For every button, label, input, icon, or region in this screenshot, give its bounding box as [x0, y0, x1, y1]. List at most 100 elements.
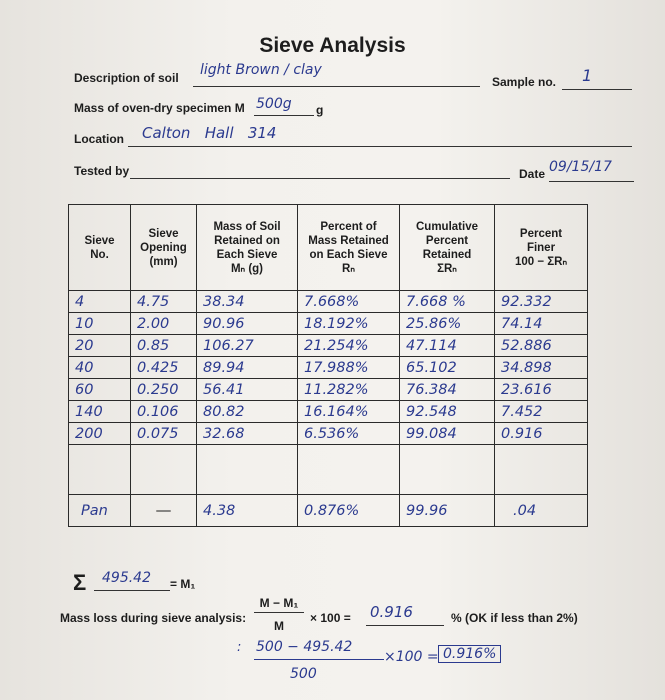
cell-opening: 0.425	[130, 356, 197, 379]
page-title: Sieve Analysis	[259, 34, 406, 57]
mass-label: Mass of oven-dry specimen M	[74, 101, 245, 115]
cell-mass: 38.34	[196, 290, 298, 313]
table-row: 200 0.075 32.68 6.536% 99.084 0.916	[68, 422, 588, 445]
cell-mass: 106.27	[196, 334, 298, 357]
description-label: Description of soil	[74, 71, 179, 85]
cell-mass: 89.94	[196, 356, 298, 379]
cell-opening: 0.250	[130, 378, 197, 401]
sample-label: Sample no.	[492, 75, 557, 89]
header-opening: Sieve Opening (mm)	[130, 204, 197, 291]
table-row: 10 2.00 90.96 18.192% 25.86% 74.14	[68, 312, 588, 335]
sum-line	[94, 590, 170, 591]
cell-percent: 16.164%	[297, 400, 400, 423]
cell-opening: 0.85	[130, 334, 197, 357]
header-mass: Mass of Soil Retained on Each Sieve Mₙ (g)	[196, 204, 298, 291]
loss-denominator: M	[274, 619, 284, 633]
location-value: Calton Hall 314	[142, 124, 277, 142]
cell-mass: 90.96	[196, 312, 298, 335]
mass-line	[254, 115, 314, 116]
cell-cumulative: 7.668 %	[399, 290, 495, 313]
cell-cumulative: 65.102	[399, 356, 495, 379]
cell-percent: 17.988%	[297, 356, 400, 379]
location-line	[128, 146, 632, 147]
sieve-table: Sieve No. Sieve Opening (mm) Mass of Soil Re…	[68, 204, 588, 527]
cell-finer: 52.886	[494, 334, 588, 357]
cell-no: 60	[68, 378, 131, 401]
calc-times: ×100 =	[384, 649, 439, 665]
calc-denominator: 500	[290, 666, 317, 682]
cell-no: 200	[68, 422, 131, 445]
pan-cumulative: 99.96	[399, 494, 495, 527]
cell-no: 4	[68, 290, 131, 313]
pan-opening: —	[130, 494, 197, 527]
cell-opening: 0.075	[130, 422, 197, 445]
table-blank-row	[68, 444, 588, 495]
cell-opening: 4.75	[130, 290, 197, 313]
header-finer: Percent Finer 100 − ΣRₙ	[494, 204, 588, 291]
sum-value: 495.42	[102, 570, 151, 586]
cell-percent: 7.668%	[297, 290, 400, 313]
sum-suffix: = M₁	[170, 577, 196, 591]
pan-label: Pan	[68, 494, 131, 527]
cell-mass: 80.82	[196, 400, 298, 423]
location-label: Location	[74, 132, 124, 146]
table-row: 140 0.106 80.82 16.164% 92.548 7.452	[68, 400, 588, 423]
cell-cumulative: 47.114	[399, 334, 495, 357]
calc-fraction-bar	[254, 659, 384, 660]
table-row: 20 0.85 106.27 21.254% 47.114 52.886	[68, 334, 588, 357]
sample-line	[562, 89, 632, 90]
loss-label: Mass loss during sieve analysis:	[60, 611, 247, 625]
cell-cumulative: 76.384	[399, 378, 495, 401]
cell-cumulative: 92.548	[399, 400, 495, 423]
table-row: 60 0.250 56.41 11.282% 76.384 23.616	[68, 378, 588, 401]
table-pan-row: Pan — 4.38 0.876% 99.96 .04	[68, 494, 588, 527]
date-label: Date	[519, 167, 546, 181]
cell-percent: 21.254%	[297, 334, 400, 357]
calc-result: 0.916%	[438, 645, 502, 663]
cell-finer: 0.916	[494, 422, 588, 445]
loss-times: × 100 =	[310, 611, 351, 625]
table-header-row: Sieve No. Sieve Opening (mm) Mass of Soil Re…	[68, 204, 588, 291]
description-line	[193, 86, 480, 87]
cell-cumulative: 99.084	[399, 422, 495, 445]
loss-suffix: % (OK if less than 2%)	[451, 611, 578, 625]
cell-finer: 34.898	[494, 356, 588, 379]
cell-percent: 18.192%	[297, 312, 400, 335]
mass-unit: g	[316, 103, 324, 117]
table-row: 40 0.425 89.94 17.988% 65.102 34.898	[68, 356, 588, 379]
sum-symbol: Σ	[73, 570, 87, 595]
cell-cumulative: 25.86%	[399, 312, 495, 335]
cell-finer: 74.14	[494, 312, 588, 335]
loss-line	[366, 625, 444, 626]
cell-no: 10	[68, 312, 131, 335]
loss-numerator: M − M₁	[259, 596, 299, 610]
calc-numerator: 500 − 495.42	[256, 639, 353, 655]
cell-finer: 92.332	[494, 290, 588, 313]
date-value: 09/15/17	[549, 159, 612, 175]
calc-colon: :	[237, 640, 242, 655]
mass-value: 500g	[256, 96, 292, 112]
cell-no: 20	[68, 334, 131, 357]
header-cumulative: Cumulative Percent Retained ΣRₙ	[399, 204, 495, 291]
cell-no: 40	[68, 356, 131, 379]
sample-value: 1	[582, 66, 593, 85]
cell-percent: 6.536%	[297, 422, 400, 445]
tested-by-line	[130, 178, 510, 179]
date-line	[549, 181, 634, 182]
cell-opening: 0.106	[130, 400, 197, 423]
cell-mass: 32.68	[196, 422, 298, 445]
description-value: light Brown / clay	[200, 62, 322, 78]
pan-mass: 4.38	[196, 494, 298, 527]
cell-no: 140	[68, 400, 131, 423]
header-percent: Percent of Mass Retained on Each Sieve Rₙ	[297, 204, 400, 291]
cell-mass: 56.41	[196, 378, 298, 401]
loss-value: 0.916	[370, 603, 413, 621]
loss-fraction-bar	[254, 612, 304, 613]
cell-opening: 2.00	[130, 312, 197, 335]
tested-by-label: Tested by	[74, 164, 130, 178]
header-sieve-no: Sieve No.	[68, 204, 131, 291]
cell-percent: 11.282%	[297, 378, 400, 401]
table-row: 4 4.75 38.34 7.668% 7.668 % 92.332	[68, 290, 588, 313]
cell-finer: 23.616	[494, 378, 588, 401]
